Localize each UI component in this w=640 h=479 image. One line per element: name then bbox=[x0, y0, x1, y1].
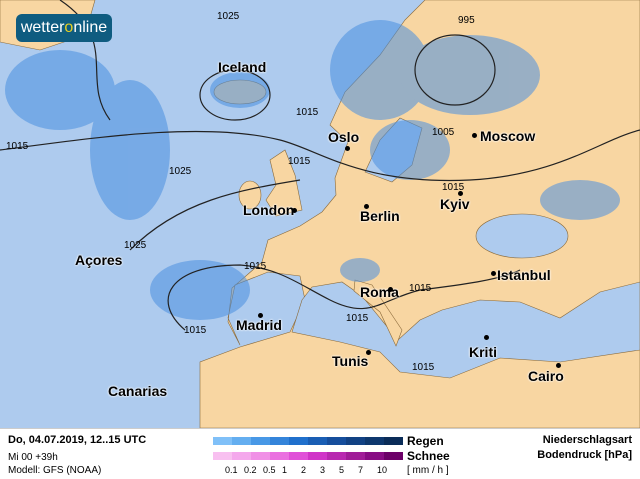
precip-type-label: Niederschlagsart bbox=[542, 434, 632, 446]
scale-swatch bbox=[270, 437, 289, 445]
scale-tick: 2 bbox=[301, 465, 307, 475]
city-label: Cairo bbox=[528, 368, 564, 384]
isobar-label: 1015 bbox=[296, 107, 319, 118]
scale-tick: 0.2 bbox=[244, 465, 257, 475]
city-dot bbox=[364, 204, 369, 209]
isobar-label: 1005 bbox=[432, 127, 455, 138]
scale-swatch bbox=[327, 437, 346, 445]
city-label: London bbox=[243, 202, 295, 218]
scale-tick: 1 bbox=[282, 465, 288, 475]
isobar-label: 1015 bbox=[6, 141, 29, 152]
city-label: Istanbul bbox=[497, 267, 551, 283]
scale-swatch bbox=[270, 452, 289, 460]
scale-tick: 0.5 bbox=[263, 465, 276, 475]
snow-color-scale bbox=[213, 452, 403, 460]
city-label: Oslo bbox=[328, 129, 360, 145]
isobar-lines bbox=[0, 0, 640, 331]
city-dot bbox=[458, 191, 463, 196]
city-dot bbox=[366, 350, 371, 355]
city-label: Iceland bbox=[218, 59, 267, 75]
scale-tick: 10 bbox=[377, 465, 388, 475]
logo-text: nline bbox=[73, 19, 108, 36]
isobar-label: 1015 bbox=[442, 182, 465, 193]
scale-swatch bbox=[213, 452, 232, 460]
model-name: Modell: GFS (NOAA) bbox=[8, 465, 102, 476]
city-label: Açores bbox=[75, 252, 123, 268]
scale-swatch bbox=[232, 452, 251, 460]
wetteronline-logo[interactable]: wetteronline bbox=[16, 14, 112, 42]
scale-swatch bbox=[365, 452, 384, 460]
city-label: Canarias bbox=[108, 383, 168, 399]
scale-tick: 7 bbox=[358, 465, 364, 475]
city-dot bbox=[345, 146, 350, 151]
pressure-label: Bodendruck [hPa] bbox=[537, 449, 632, 461]
scale-tick: 5 bbox=[339, 465, 345, 475]
scale-swatch bbox=[384, 437, 403, 445]
logo-text: wetter bbox=[20, 19, 65, 36]
city-dot bbox=[292, 208, 297, 213]
city-dot bbox=[556, 363, 561, 368]
unit-label: [ mm / h ] bbox=[407, 465, 449, 476]
isobar-label: 1015 bbox=[409, 283, 432, 294]
scale-swatch bbox=[251, 437, 270, 445]
isobar-label: 1015 bbox=[346, 313, 369, 324]
city-label: Moscow bbox=[480, 128, 536, 144]
scale-swatch bbox=[346, 452, 365, 460]
city-label: Berlin bbox=[360, 208, 400, 224]
precipitation bbox=[5, 20, 620, 320]
isobar-label: 1015 bbox=[184, 325, 207, 336]
snow-label: Schnee bbox=[407, 449, 450, 463]
scale-swatch bbox=[213, 437, 232, 445]
scale-tick: 3 bbox=[320, 465, 326, 475]
isobar-label: 1015 bbox=[244, 261, 267, 272]
isobar-label: 1015 bbox=[412, 362, 435, 373]
isobar-label: 1015 bbox=[288, 156, 311, 167]
scale-swatch bbox=[365, 437, 384, 445]
isobar-label: 995 bbox=[458, 15, 475, 26]
scale-swatch bbox=[232, 437, 251, 445]
forecast-date: Do, 04.07.2019, 12..15 UTC bbox=[8, 434, 147, 446]
weather-map bbox=[0, 0, 640, 428]
model-run: Mi 00 +39h bbox=[8, 452, 58, 463]
legend-footer: Do, 04.07.2019, 12..15 UTC Mi 00 +39h Mo… bbox=[0, 428, 640, 479]
scale-swatch bbox=[384, 452, 403, 460]
city-label: Madrid bbox=[236, 317, 282, 333]
scale-swatch bbox=[327, 452, 346, 460]
scale-swatch bbox=[251, 452, 270, 460]
scale-tick: 0.1 bbox=[225, 465, 238, 475]
logo-text: o bbox=[64, 19, 74, 36]
isobar-label: 1025 bbox=[124, 240, 147, 251]
scale-swatch bbox=[308, 437, 327, 445]
isobar-label: 1025 bbox=[169, 166, 192, 177]
scale-swatch bbox=[289, 437, 308, 445]
city-dot bbox=[388, 287, 393, 292]
rain-label: Regen bbox=[407, 434, 444, 448]
rain-color-scale bbox=[213, 437, 403, 445]
city-dot bbox=[258, 313, 263, 318]
scale-swatch bbox=[289, 452, 308, 460]
city-label: Kriti bbox=[469, 344, 497, 360]
city-label: Roma bbox=[360, 284, 399, 300]
city-label: Kyiv bbox=[440, 196, 470, 212]
scale-swatch bbox=[346, 437, 365, 445]
city-label: Tunis bbox=[332, 353, 369, 369]
city-dot bbox=[491, 271, 496, 276]
scale-swatch bbox=[308, 452, 327, 460]
city-dot bbox=[472, 133, 477, 138]
isobar-label: 1025 bbox=[217, 11, 240, 22]
city-dot bbox=[484, 335, 489, 340]
